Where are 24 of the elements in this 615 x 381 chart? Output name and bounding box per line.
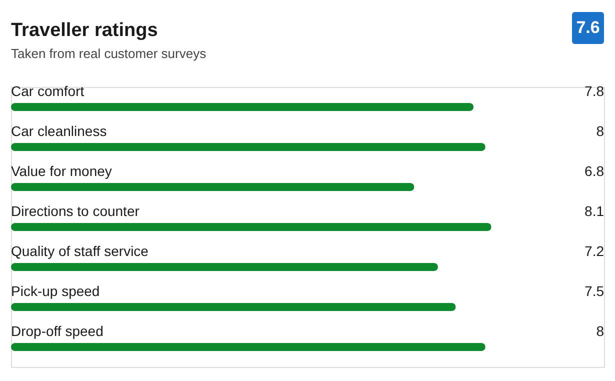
data-label: 6.8 <box>584 163 604 179</box>
data-label: 8 <box>596 123 604 139</box>
chart-subtitle: Taken from real customer surveys <box>11 46 207 61</box>
y-tick-label: Quality of staff service <box>11 243 149 259</box>
data-label: 7.5 <box>584 283 604 299</box>
bar <box>11 143 486 151</box>
y-tick-label: Directions to counter <box>11 203 140 219</box>
bar <box>11 223 492 231</box>
data-label: 8 <box>596 323 604 339</box>
text: 7.6 <box>576 18 600 37</box>
bar <box>11 263 438 271</box>
y-tick-label: Car cleanliness <box>11 123 107 139</box>
bar <box>11 343 486 351</box>
bar <box>11 183 414 191</box>
y-tick-label: Car comfort <box>11 83 84 99</box>
bar <box>11 103 474 111</box>
y-tick-label: Pick-up speed <box>11 283 100 299</box>
bar <box>11 303 456 311</box>
y-tick-label: Drop-off speed <box>11 323 104 339</box>
data-label: 8.1 <box>584 203 604 219</box>
y-tick-label: Value for money <box>11 163 112 179</box>
data-label: 7.8 <box>584 83 604 99</box>
data-label: 7.2 <box>584 243 604 259</box>
chart-title: Traveller ratings <box>11 20 158 41</box>
